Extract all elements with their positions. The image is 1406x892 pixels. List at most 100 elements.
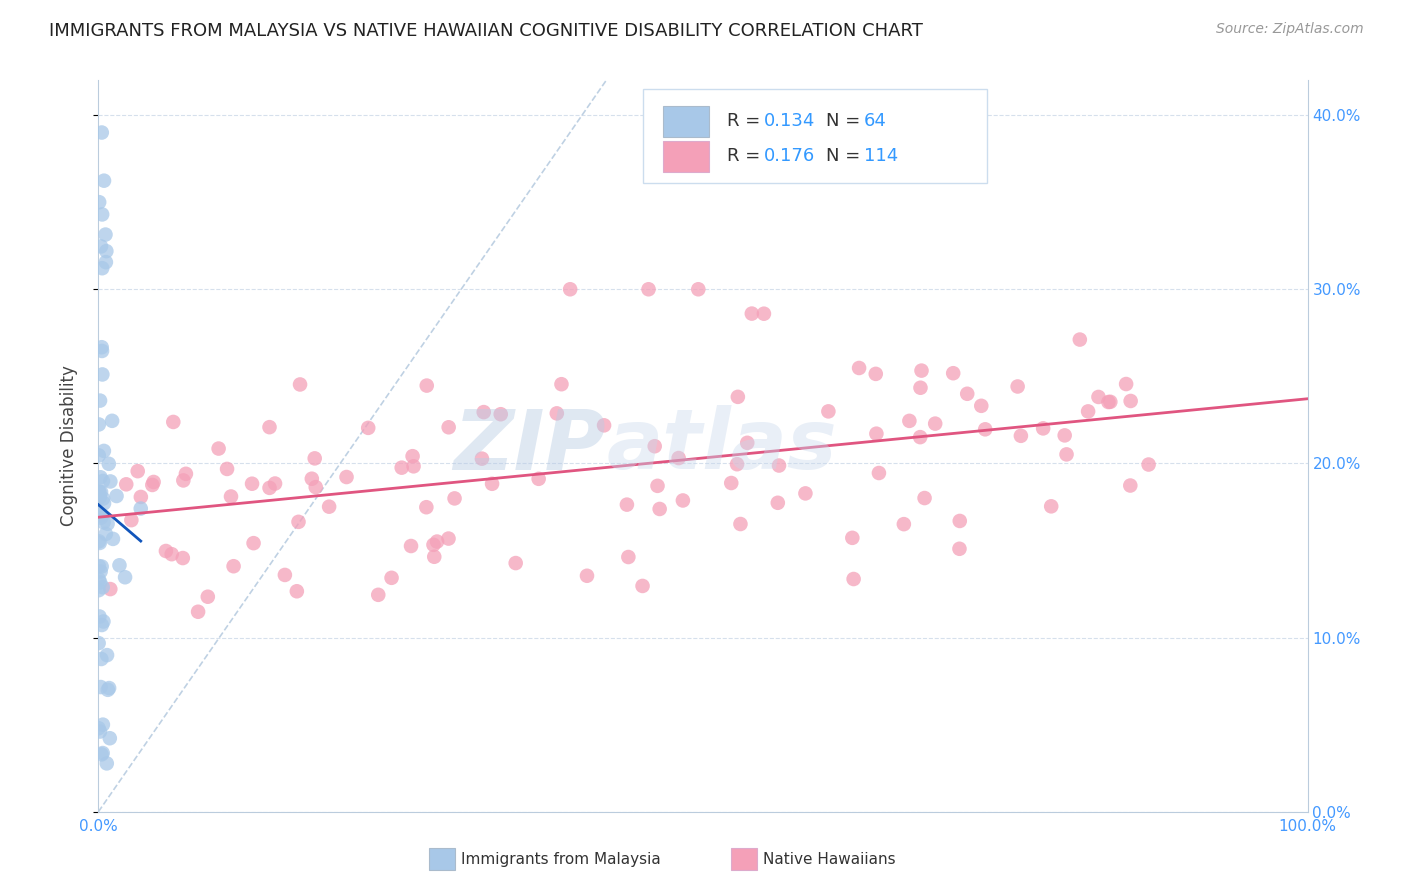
- Point: [219, 490, 242, 504]
- Point: [688, 282, 710, 296]
- Point: [437, 420, 460, 434]
- Point: [91, 474, 114, 488]
- Point: [94, 527, 117, 541]
- Text: N =: N =: [827, 112, 866, 130]
- Point: [472, 405, 495, 419]
- FancyBboxPatch shape: [643, 89, 987, 183]
- Point: [841, 531, 863, 545]
- Point: [90, 508, 112, 523]
- Point: [380, 571, 402, 585]
- Point: [89, 724, 111, 739]
- Text: R =: R =: [727, 147, 766, 165]
- Point: [87, 417, 110, 432]
- Point: [96, 244, 118, 259]
- Point: [865, 426, 887, 441]
- Text: ZIP: ZIP: [454, 406, 606, 486]
- Point: [90, 680, 112, 694]
- Point: [114, 570, 136, 584]
- Text: atlas: atlas: [606, 406, 837, 486]
- Point: [644, 439, 666, 453]
- Point: [90, 340, 112, 354]
- Point: [489, 407, 512, 421]
- Text: Native Hawaiians: Native Hawaiians: [763, 852, 896, 867]
- Point: [768, 458, 790, 473]
- Text: IMMIGRANTS FROM MALAYSIA VS NATIVE HAWAIIAN COGNITIVE DISABILITY CORRELATION CHA: IMMIGRANTS FROM MALAYSIA VS NATIVE HAWAI…: [49, 22, 924, 40]
- Point: [97, 682, 120, 697]
- Point: [287, 515, 309, 529]
- Point: [593, 418, 616, 433]
- Point: [1137, 458, 1160, 472]
- Point: [93, 444, 115, 458]
- Point: [90, 126, 112, 140]
- Point: [725, 457, 748, 471]
- Point: [91, 580, 114, 594]
- Point: [648, 502, 671, 516]
- Point: [87, 583, 110, 598]
- Point: [426, 534, 449, 549]
- Point: [87, 636, 110, 650]
- Point: [842, 572, 865, 586]
- Point: [910, 363, 932, 377]
- Point: [1097, 395, 1119, 409]
- Point: [172, 551, 194, 566]
- Point: [89, 485, 111, 500]
- Point: [90, 652, 112, 666]
- Text: 0.176: 0.176: [763, 147, 814, 165]
- Point: [90, 618, 112, 632]
- Point: [631, 579, 654, 593]
- Text: N =: N =: [827, 147, 866, 165]
- Point: [87, 573, 110, 587]
- Point: [87, 484, 110, 499]
- Point: [727, 390, 749, 404]
- Point: [848, 361, 870, 376]
- Point: [87, 534, 110, 549]
- Point: [93, 496, 115, 510]
- Text: Source: ZipAtlas.com: Source: ZipAtlas.com: [1216, 22, 1364, 37]
- FancyBboxPatch shape: [429, 848, 456, 871]
- Point: [437, 532, 460, 546]
- Point: [766, 496, 789, 510]
- Point: [546, 406, 568, 420]
- Point: [207, 442, 229, 456]
- Point: [259, 481, 281, 495]
- Point: [304, 451, 326, 466]
- Point: [301, 472, 323, 486]
- Point: [127, 464, 149, 478]
- Point: [668, 451, 690, 466]
- Point: [94, 255, 117, 269]
- Point: [105, 489, 128, 503]
- Point: [505, 556, 527, 570]
- Point: [160, 547, 183, 561]
- Point: [90, 565, 112, 579]
- Point: [101, 414, 124, 428]
- Point: [672, 493, 695, 508]
- Point: [974, 422, 997, 436]
- Point: [575, 568, 598, 582]
- Point: [96, 756, 118, 771]
- Point: [318, 500, 340, 514]
- Point: [794, 486, 817, 500]
- Point: [1099, 394, 1122, 409]
- Point: [893, 517, 915, 532]
- Point: [98, 582, 121, 596]
- Point: [89, 508, 111, 523]
- Point: [1032, 421, 1054, 435]
- Point: [730, 516, 752, 531]
- Point: [423, 549, 446, 564]
- Point: [94, 227, 117, 242]
- Text: Immigrants from Malaysia: Immigrants from Malaysia: [461, 852, 661, 867]
- Point: [90, 485, 112, 500]
- Point: [399, 539, 422, 553]
- Point: [142, 475, 165, 489]
- Point: [471, 451, 494, 466]
- Point: [367, 588, 389, 602]
- Point: [89, 609, 111, 624]
- Point: [908, 430, 931, 444]
- Point: [1115, 377, 1137, 392]
- Point: [288, 377, 311, 392]
- Point: [416, 378, 439, 392]
- Point: [240, 476, 263, 491]
- Point: [865, 367, 887, 381]
- Point: [215, 462, 238, 476]
- Point: [264, 476, 287, 491]
